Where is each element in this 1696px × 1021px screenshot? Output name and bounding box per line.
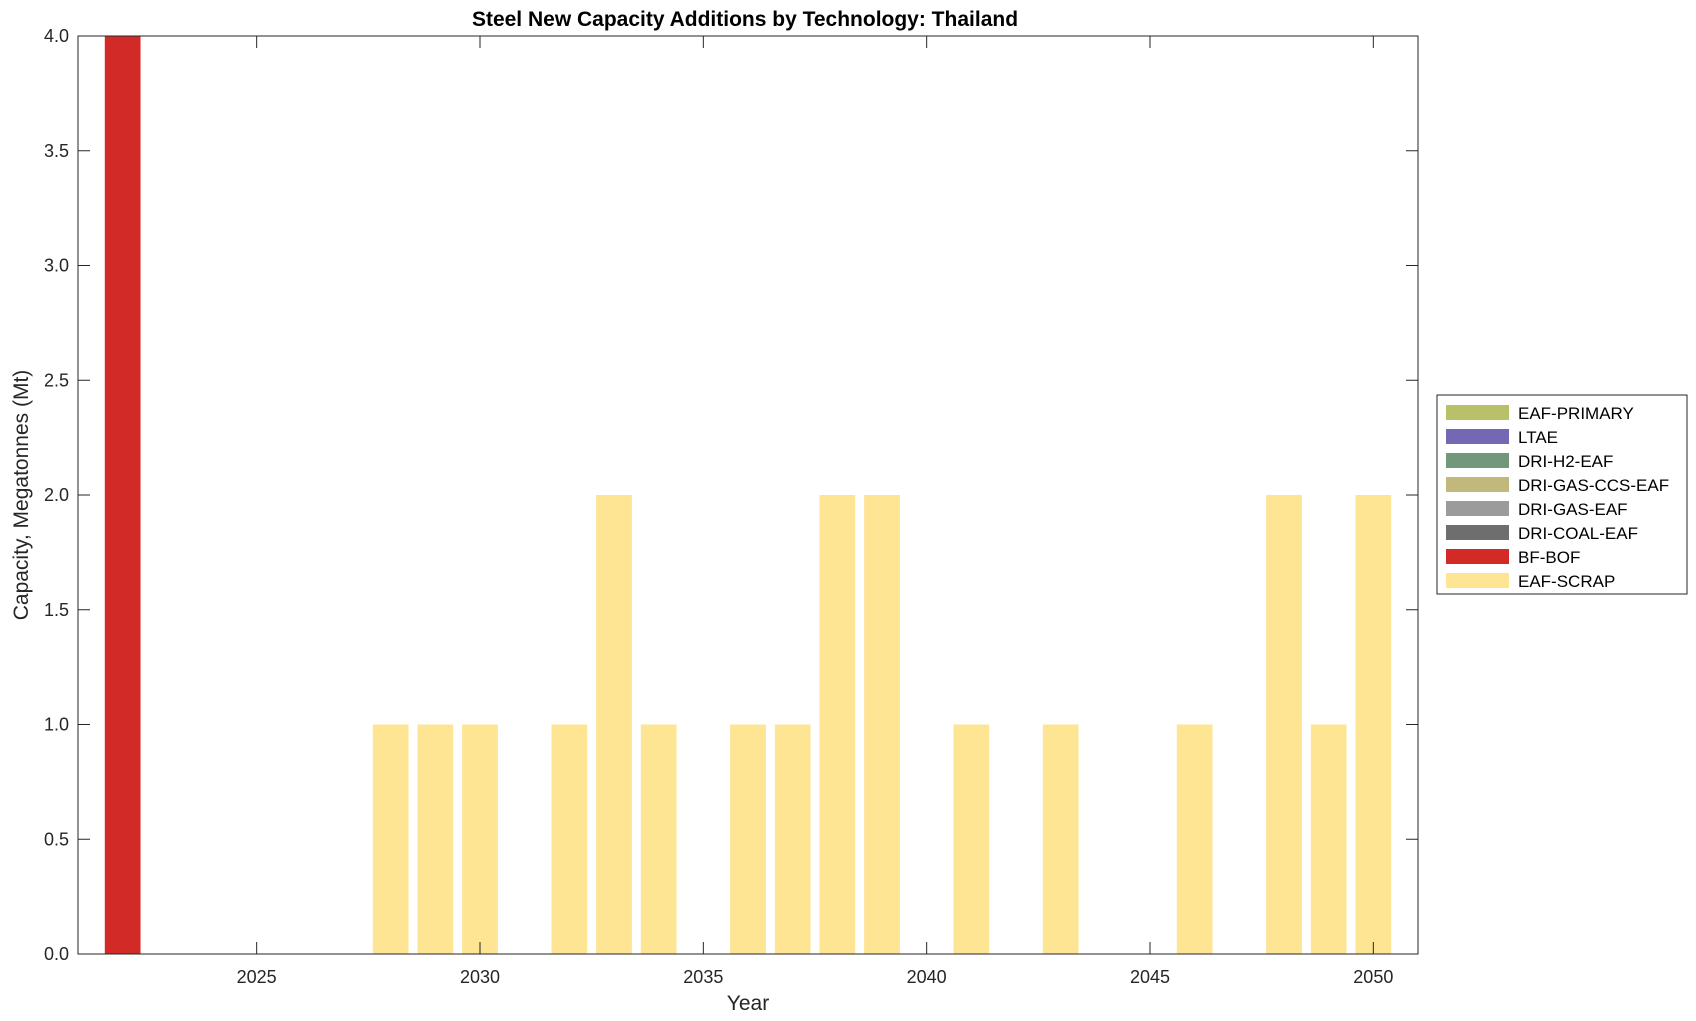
bar-bf-bof-2022 bbox=[104, 36, 141, 954]
bar-eaf-scrap-2038 bbox=[819, 495, 856, 954]
ticks-layer: 2025 2030 2035 2040 2045 2050 0.0 0.5 1.0 1.5 2.0 2… bbox=[44, 26, 1418, 987]
bar-eaf-scrap-2046 bbox=[1176, 724, 1213, 954]
bar-eaf-scrap-2033 bbox=[596, 495, 632, 954]
y-tick-label: 0.5 bbox=[44, 829, 69, 849]
x-tick-label: 2035 bbox=[683, 967, 723, 987]
legend-swatch-bf-bof bbox=[1446, 549, 1509, 564]
legend-swatch-dri-h2-eaf bbox=[1446, 453, 1509, 468]
x-tick-label: 2045 bbox=[1130, 967, 1170, 987]
bar-eaf-scrap-2043 bbox=[1042, 724, 1079, 954]
y-tick-label: 3.0 bbox=[44, 256, 69, 276]
legend: EAF-PRIMARY LTAE DRI-H2-EAF DRI-GAS-CCS-EAF… bbox=[1436, 394, 1688, 595]
bar-eaf-scrap-2032 bbox=[551, 724, 588, 954]
legend-swatch-dri-gas-ccs-eaf bbox=[1446, 477, 1509, 492]
x-tick-label: 2030 bbox=[460, 967, 500, 987]
bar-eaf-scrap-2029 bbox=[417, 724, 454, 954]
legend-label-dri-gas-eaf: DRI-GAS-EAF bbox=[1518, 500, 1628, 519]
legend-swatch-eaf-scrap bbox=[1446, 573, 1509, 588]
x-tick-label: 2040 bbox=[907, 967, 947, 987]
bar-eaf-scrap-2036 bbox=[730, 724, 766, 954]
legend-label-dri-gas-ccs-eaf: DRI-GAS-CCS-EAF bbox=[1518, 476, 1669, 495]
x-tick-label: 2025 bbox=[237, 967, 277, 987]
legend-label-dri-coal-eaf: DRI-COAL-EAF bbox=[1518, 524, 1638, 543]
y-tick-label: 1.5 bbox=[44, 600, 69, 620]
y-axis-title: Capacity, Megatonnes (Mt) bbox=[10, 370, 33, 621]
legend-label-bf-bof: BF-BOF bbox=[1518, 548, 1580, 567]
chart-title: Steel New Capacity Additions by Technolo… bbox=[472, 8, 1018, 31]
bars-layer bbox=[104, 36, 1392, 954]
bar-eaf-scrap-2050 bbox=[1355, 495, 1392, 954]
legend-swatch-dri-coal-eaf bbox=[1446, 525, 1509, 540]
legend-label-dri-h2-eaf: DRI-H2-EAF bbox=[1518, 452, 1613, 471]
bar-eaf-scrap-2028 bbox=[372, 724, 409, 954]
bar-eaf-scrap-2037 bbox=[774, 724, 811, 954]
legend-label-eaf-primary: EAF-PRIMARY bbox=[1518, 404, 1634, 423]
y-tick-label: 0.0 bbox=[44, 944, 69, 964]
bar-eaf-scrap-2030 bbox=[462, 724, 498, 954]
y-tick-label: 2.5 bbox=[44, 370, 69, 390]
legend-swatch-dri-gas-eaf bbox=[1446, 501, 1509, 516]
legend-label-ltae: LTAE bbox=[1518, 428, 1558, 447]
x-tick-label: 2050 bbox=[1353, 967, 1393, 987]
y-tick-label: 3.5 bbox=[44, 141, 69, 161]
y-tick-label: 1.0 bbox=[44, 715, 69, 735]
y-tick-label: 2.0 bbox=[44, 485, 69, 505]
bar-eaf-scrap-2049 bbox=[1310, 724, 1347, 954]
legend-swatch-ltae bbox=[1446, 429, 1509, 444]
bar-eaf-scrap-2039 bbox=[864, 495, 900, 954]
legend-swatch-eaf-primary bbox=[1446, 405, 1509, 420]
bar-eaf-scrap-2041 bbox=[953, 724, 990, 954]
legend-label-eaf-scrap: EAF-SCRAP bbox=[1518, 572, 1615, 591]
bar-eaf-scrap-2048 bbox=[1266, 495, 1302, 954]
bar-eaf-scrap-2034 bbox=[640, 724, 677, 954]
y-tick-label: 4.0 bbox=[44, 26, 69, 46]
x-axis-title: Year bbox=[727, 992, 769, 1015]
